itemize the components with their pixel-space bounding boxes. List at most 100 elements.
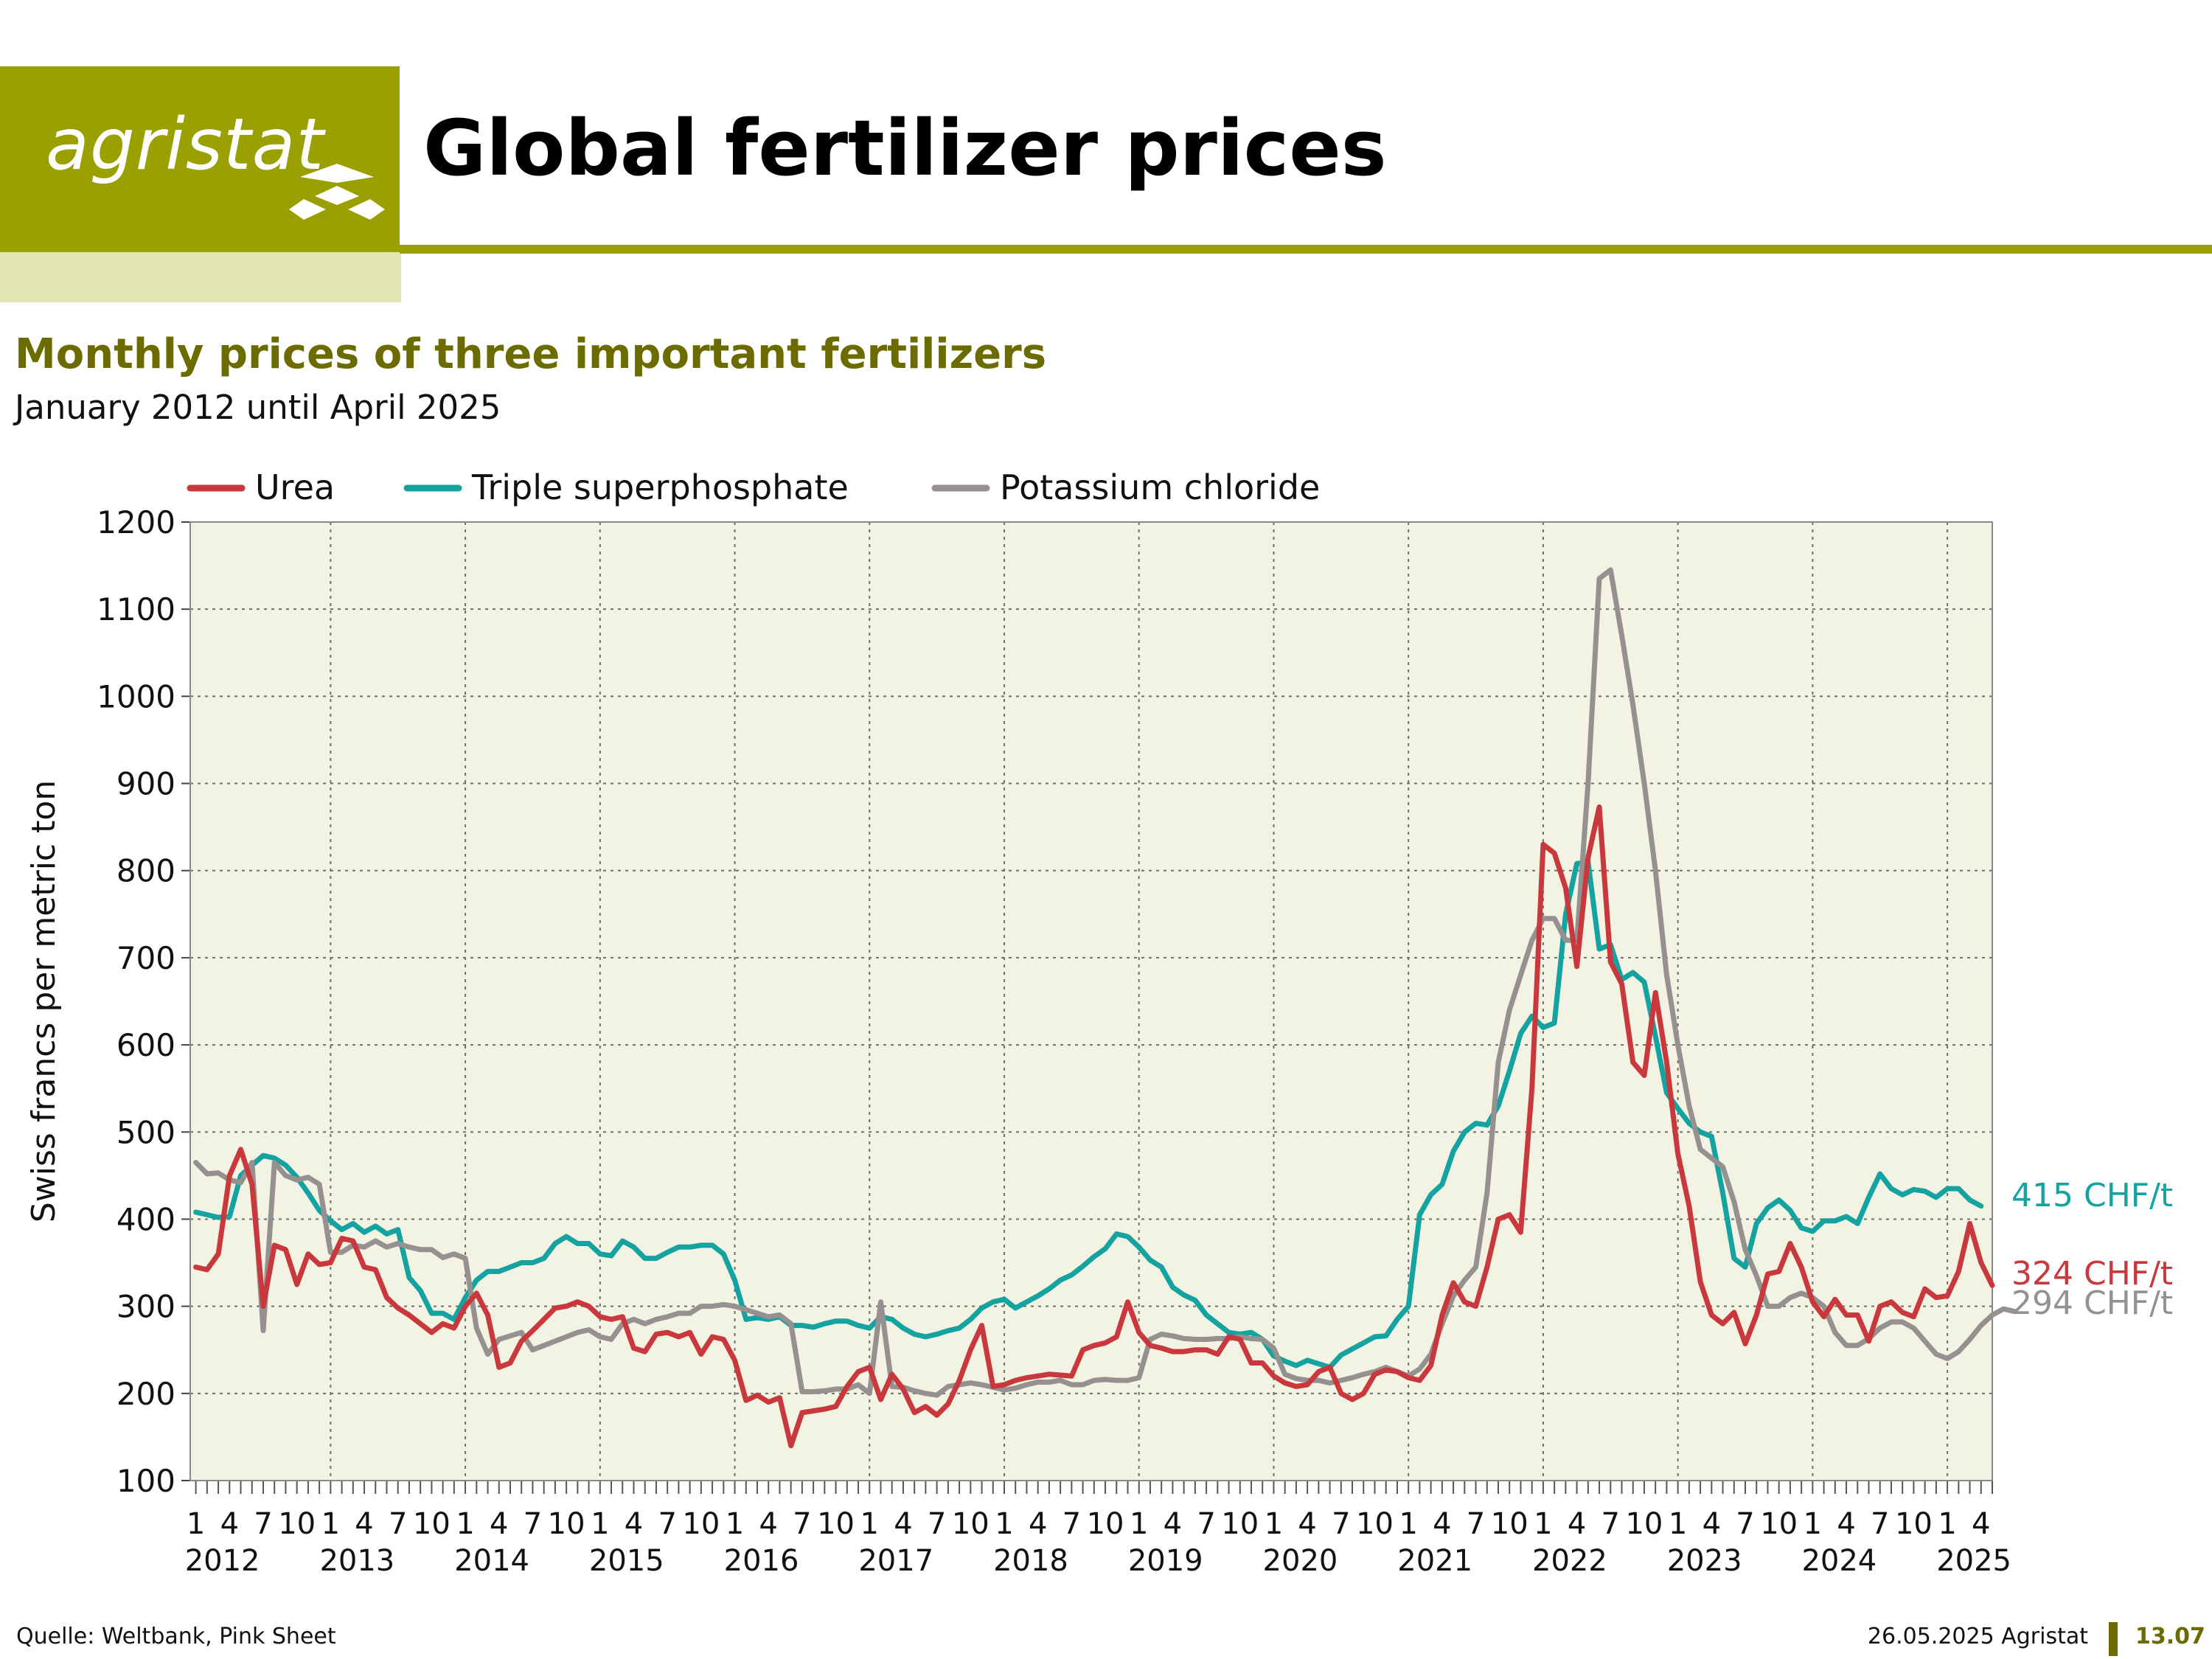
y-tick-label: 600 [116,1027,175,1063]
x-year-label: 2025 [1936,1544,2011,1578]
x-month-label: 4 [1298,1507,1316,1541]
y-tick-label: 900 [116,766,175,802]
x-month-label: 7 [254,1507,272,1541]
x-month-label: 1 [456,1507,474,1541]
x-month-label: 1 [591,1507,609,1541]
x-month-label: 1 [1938,1507,1956,1541]
y-tick-label: 700 [116,940,175,976]
x-month-label: 10 [1491,1507,1528,1541]
x-month-label: 7 [389,1507,407,1541]
x-month-label: 4 [1029,1507,1047,1541]
plot-frame [189,521,1993,1481]
plot-area [190,522,1992,1481]
y-tick-label: 100 [116,1463,175,1499]
x-month-label: 4 [490,1507,508,1541]
x-month-label: 4 [1433,1507,1451,1541]
x-month-label: 1 [726,1507,744,1541]
x-month-label: 10 [1221,1507,1259,1541]
x-month-label: 4 [625,1507,643,1541]
x-month-label: 4 [1164,1507,1182,1541]
x-year-label: 2022 [1532,1544,1607,1578]
x-month-label: 10 [952,1507,990,1541]
series-line-urea [193,804,1995,1449]
x-month-label: 10 [278,1507,316,1541]
fertilizer-price-chart: 100 200 300 400 500 600 700 800 900 1000 1100 1200 1… [25,467,2173,1578]
y-axis-label: Swiss francs per metric ton [25,780,63,1222]
x-month-label: 7 [1736,1507,1754,1541]
x-month-label: 10 [413,1507,451,1541]
x-year-label: 2012 [185,1544,260,1578]
x-month-label: 7 [1601,1507,1620,1541]
x-month-label: 1 [187,1507,205,1541]
y-tick-label: 200 [116,1376,175,1412]
x-month-label: 1 [860,1507,879,1541]
x-month-label: 4 [759,1507,777,1541]
x-month-label: 1 [1804,1507,1822,1541]
x-month-label: 1 [321,1507,340,1541]
x-month-label: 7 [658,1507,676,1541]
end-label-potassium-chloride: 294 CHF/t [2011,1284,2173,1322]
legend-entry: Potassium chloride [1000,467,1320,507]
x-year-label: 2015 [589,1544,664,1578]
x-month-label: 7 [1332,1507,1350,1541]
x-year-label: 2016 [724,1544,799,1578]
legend-entry: Urea [255,467,335,507]
x-month-label: 1 [1265,1507,1283,1541]
x-month-label: 7 [928,1507,946,1541]
y-tick-label: 400 [116,1201,175,1237]
x-month-label: 1 [1534,1507,1552,1541]
x-month-label: 10 [1356,1507,1394,1541]
x-year-label: 2018 [993,1544,1068,1578]
x-month-label: 4 [1703,1507,1721,1541]
x-month-label: 4 [1568,1507,1586,1541]
series-line-potassium-chloride [193,567,2017,1398]
logo-mark-icon [289,164,385,220]
x-month-label: 4 [894,1507,912,1541]
x-month-label: 4 [1972,1507,1990,1541]
x-month-label: 7 [524,1507,542,1541]
x-year-label: 2014 [454,1544,529,1578]
page-title: Global fertilizer prices [423,103,1387,193]
x-year-label: 2017 [858,1544,933,1578]
x-month-label: 10 [548,1507,585,1541]
x-month-label: 1 [1399,1507,1417,1541]
footer-date: 26.05.2025 Agristat [1867,1624,2088,1649]
x-month-label: 7 [1871,1507,1889,1541]
x-month-label: 4 [355,1507,373,1541]
chart-period: January 2012 until April 2025 [15,388,501,427]
y-tick-label: 1000 [97,678,175,714]
x-month-label: 4 [1837,1507,1855,1541]
source-note: Quelle: Weltbank, Pink Sheet [16,1624,336,1649]
x-year-label: 2019 [1128,1544,1203,1578]
x-month-label: 1 [995,1507,1013,1541]
x-month-label: 1 [1130,1507,1148,1541]
x-month-label: 10 [1760,1507,1798,1541]
x-month-label: 10 [817,1507,855,1541]
end-label-urea: 324 CHF/t [2011,1255,2173,1293]
logo-text: agristat [46,103,325,186]
x-year-label: 2024 [1801,1544,1877,1578]
x-year-label: 2013 [319,1544,394,1578]
y-tick-label: 300 [116,1289,175,1325]
x-year-label: 2023 [1667,1544,1742,1578]
y-tick-label: 800 [116,853,175,889]
x-month-label: 10 [1087,1507,1124,1541]
series-line-triple-superphosphate [193,859,1984,1370]
end-label-triple-superphosphate: 415 CHF/t [2011,1177,2173,1214]
page-number: 13.07 [2135,1624,2205,1649]
logo-box [0,66,400,252]
logo-underlay [0,252,401,302]
x-month-label: 10 [682,1507,720,1541]
x-month-label: 10 [1625,1507,1663,1541]
x-month-label: 1 [1669,1507,1687,1541]
x-month-label: 7 [1062,1507,1081,1541]
y-tick-label: 1100 [97,591,175,627]
x-month-label: 4 [220,1507,239,1541]
x-year-label: 2021 [1397,1544,1472,1578]
header-rule [400,245,2212,254]
x-month-label: 7 [1467,1507,1485,1541]
chart-subtitle: Monthly prices of three important fertil… [15,330,1047,378]
x-month-label: 7 [1197,1507,1215,1541]
x-year-label: 2020 [1263,1544,1338,1578]
x-month-label: 7 [793,1507,811,1541]
